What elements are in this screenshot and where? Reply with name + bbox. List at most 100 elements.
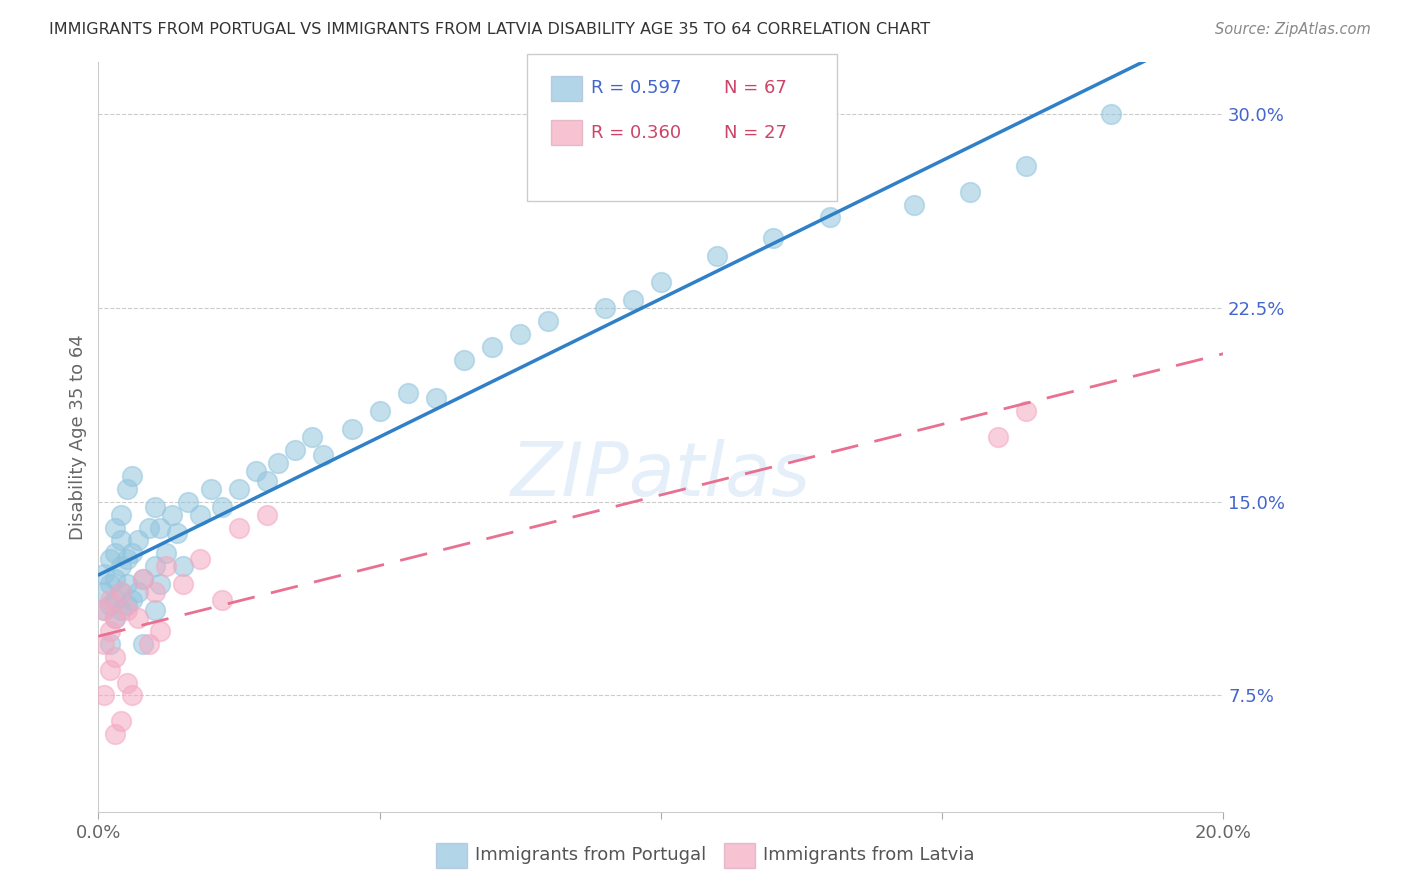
Point	[1015, 159, 1038, 173]
Point	[228, 482, 250, 496]
Point	[93, 567, 115, 582]
Text: R = 0.360: R = 0.360	[591, 124, 681, 142]
Text: R = 0.597: R = 0.597	[591, 79, 681, 97]
Point	[509, 326, 531, 341]
Point	[762, 231, 785, 245]
Point	[132, 572, 155, 586]
Point	[132, 637, 155, 651]
Point	[110, 585, 132, 599]
Point	[987, 430, 1010, 444]
Point	[301, 430, 323, 444]
Text: Source: ZipAtlas.com: Source: ZipAtlas.com	[1215, 22, 1371, 37]
Point	[104, 592, 127, 607]
Point	[132, 572, 155, 586]
Point	[104, 546, 127, 560]
Point	[93, 689, 115, 703]
Point	[115, 675, 138, 690]
Point	[143, 559, 166, 574]
Point	[127, 585, 149, 599]
Point	[453, 352, 475, 367]
Point	[396, 386, 419, 401]
Point	[149, 624, 172, 638]
Point	[98, 577, 121, 591]
Point	[98, 592, 121, 607]
Point	[127, 533, 149, 548]
Point	[537, 314, 560, 328]
Point	[312, 448, 335, 462]
Point	[143, 585, 166, 599]
Point	[368, 404, 391, 418]
Point	[121, 546, 143, 560]
Point	[93, 603, 115, 617]
Y-axis label: Disability Age 35 to 64: Disability Age 35 to 64	[69, 334, 87, 540]
Point	[188, 551, 211, 566]
Text: ZIPatlas: ZIPatlas	[510, 439, 811, 510]
Point	[143, 603, 166, 617]
Point	[650, 275, 672, 289]
Point	[104, 727, 127, 741]
Point	[110, 559, 132, 574]
Point	[115, 577, 138, 591]
Point	[138, 637, 160, 651]
Point	[104, 572, 127, 586]
Point	[110, 603, 132, 617]
Point	[160, 508, 183, 522]
Point	[115, 598, 138, 612]
Point	[425, 392, 447, 406]
Point	[110, 714, 132, 729]
Point	[143, 500, 166, 514]
Point	[127, 611, 149, 625]
Point	[959, 185, 981, 199]
Point	[245, 464, 267, 478]
Point	[104, 649, 127, 664]
Point	[155, 559, 177, 574]
Text: Immigrants from Portugal: Immigrants from Portugal	[475, 847, 706, 864]
Point	[93, 585, 115, 599]
Point	[155, 546, 177, 560]
Point	[267, 456, 290, 470]
Text: IMMIGRANTS FROM PORTUGAL VS IMMIGRANTS FROM LATVIA DISABILITY AGE 35 TO 64 CORRE: IMMIGRANTS FROM PORTUGAL VS IMMIGRANTS F…	[49, 22, 931, 37]
Point	[98, 663, 121, 677]
Point	[104, 611, 127, 625]
Point	[172, 559, 194, 574]
Point	[340, 422, 363, 436]
Point	[903, 197, 925, 211]
Point	[121, 468, 143, 483]
Point	[706, 249, 728, 263]
Point	[138, 520, 160, 534]
Point	[284, 442, 307, 457]
Point	[211, 500, 233, 514]
Point	[121, 689, 143, 703]
Point	[121, 592, 143, 607]
Point	[1015, 404, 1038, 418]
Point	[149, 520, 172, 534]
Point	[166, 525, 188, 540]
Text: N = 67: N = 67	[724, 79, 787, 97]
Point	[1099, 107, 1122, 121]
Text: Immigrants from Latvia: Immigrants from Latvia	[763, 847, 974, 864]
Point	[481, 340, 503, 354]
Point	[200, 482, 222, 496]
Point	[98, 598, 121, 612]
Point	[93, 603, 115, 617]
Point	[211, 592, 233, 607]
Point	[104, 520, 127, 534]
Point	[188, 508, 211, 522]
Point	[177, 494, 200, 508]
Point	[98, 551, 121, 566]
Point	[115, 482, 138, 496]
Point	[115, 551, 138, 566]
Point	[115, 603, 138, 617]
Point	[93, 637, 115, 651]
Point	[621, 293, 644, 307]
Point	[110, 508, 132, 522]
Point	[172, 577, 194, 591]
Point	[110, 585, 132, 599]
Point	[149, 577, 172, 591]
Point	[256, 474, 278, 488]
Point	[256, 508, 278, 522]
Point	[228, 520, 250, 534]
Text: N = 27: N = 27	[724, 124, 787, 142]
Point	[98, 624, 121, 638]
Point	[104, 611, 127, 625]
